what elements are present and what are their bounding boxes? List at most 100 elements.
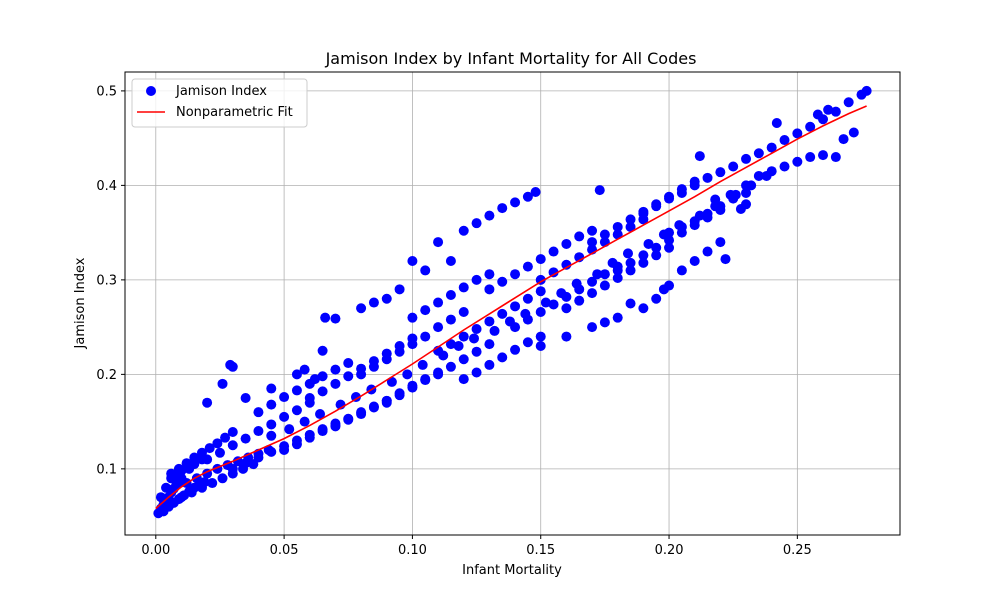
data-point [771,118,782,129]
data-point [420,375,431,386]
y-tick-label: 0.2 [96,368,117,383]
data-point [253,407,264,418]
data-point [202,397,213,408]
data-point [458,307,469,318]
data-point [746,180,757,191]
data-point [368,361,379,372]
data-point [207,478,218,489]
data-point [664,193,675,204]
data-point [561,238,572,249]
data-point [510,197,521,208]
data-point [489,325,500,336]
data-point [838,134,849,145]
data-point [453,341,464,352]
scatter-points [153,85,872,519]
data-point [381,293,392,304]
data-point [792,156,803,167]
data-point [861,85,872,96]
data-point [420,305,431,316]
data-point [471,346,482,357]
data-point [571,278,582,289]
data-point [299,364,310,375]
data-point [625,221,636,232]
data-point [510,269,521,280]
data-point [471,274,482,285]
data-point [625,298,636,309]
data-point [350,392,361,403]
data-point [497,352,508,363]
y-tick-label: 0.5 [96,84,117,99]
data-point [186,487,197,498]
data-point [792,128,803,139]
data-point [484,284,495,295]
data-point [407,339,418,350]
fit-line-group [155,105,867,510]
legend-box [131,78,308,128]
data-point [458,354,469,365]
data-point [818,150,829,161]
data-point [266,383,277,394]
data-point [343,371,354,382]
data-point [741,187,752,198]
data-point [227,440,238,451]
x-tick-label: 0.15 [526,543,555,558]
data-point [522,191,533,202]
data-point [710,201,721,212]
data-point [779,135,790,146]
data-point [702,246,713,257]
data-point [674,220,685,231]
data-point [240,392,251,403]
data-point [266,446,277,457]
data-point [574,231,585,242]
x-axis-ticks: 0.00 0.05 0.10 0.15 0.20 0.25 [141,535,812,558]
data-point [317,386,328,397]
data-point [291,385,302,396]
data-point [299,416,310,427]
data-point [761,170,772,181]
data-point [561,303,572,314]
data-point [612,265,623,276]
data-point [574,295,585,306]
data-point [368,402,379,413]
data-point [497,308,508,319]
data-point [469,333,480,344]
data-point [248,459,259,470]
data-point [753,148,764,159]
data-point [407,255,418,266]
data-point [715,167,726,178]
grid [125,72,900,535]
data-point [217,378,228,389]
data-point [651,293,662,304]
data-point [522,337,533,348]
data-point [330,313,341,324]
data-point [741,153,752,164]
data-point [433,322,444,333]
data-point [735,204,746,215]
data-point [176,492,187,503]
data-point [522,261,533,272]
data-point [625,257,636,268]
data-point [753,170,764,181]
data-point [730,189,741,200]
data-point [484,269,495,280]
data-point [587,237,598,248]
data-point [535,331,546,342]
data-point [484,210,495,221]
data-point [304,392,315,403]
data-point [458,374,469,385]
data-point [587,288,598,299]
data-point [587,322,598,333]
data-point [622,248,633,259]
data-point [638,208,649,219]
data-point [291,439,302,450]
data-point [548,267,559,278]
data-point [220,432,231,443]
data-point [694,151,705,162]
data-point [497,203,508,214]
data-point [599,229,610,240]
data-point [304,432,315,443]
data-point [253,426,264,437]
data-point [510,301,521,312]
data-point [504,316,515,327]
